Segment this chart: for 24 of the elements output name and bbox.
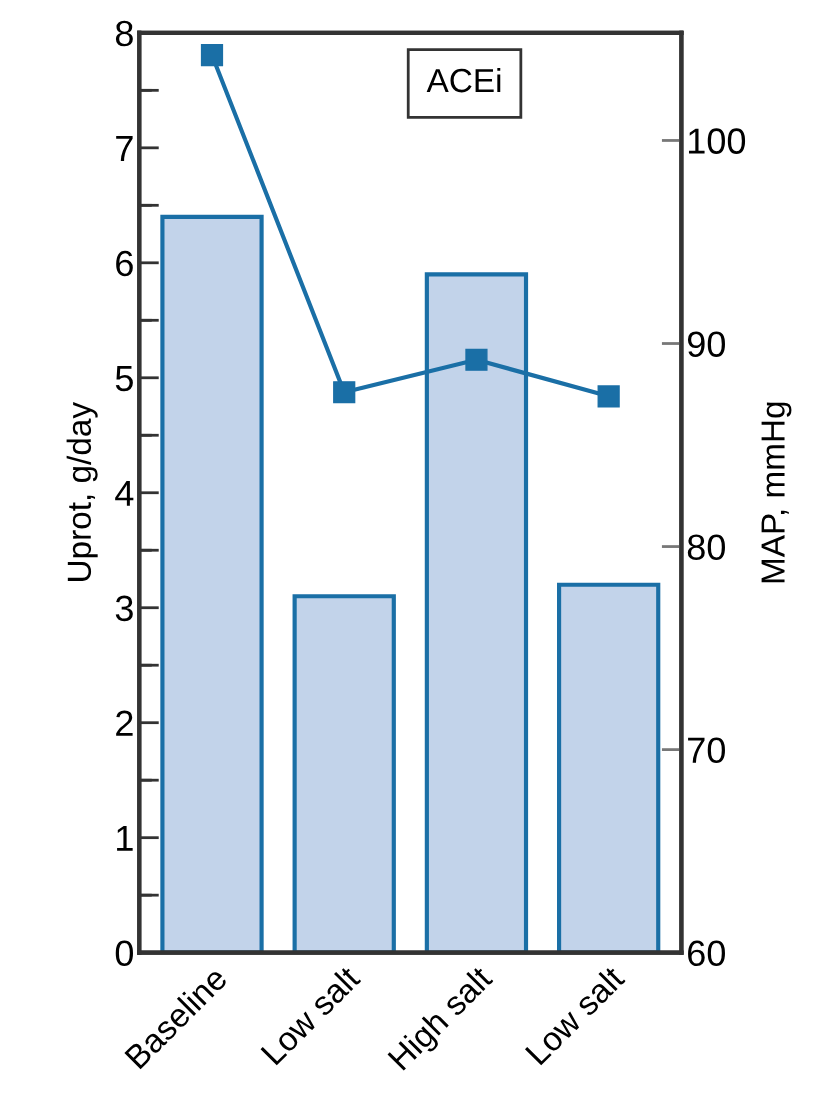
y-tick-label: 4 [115, 480, 134, 506]
y-tick-label: 8 [115, 20, 133, 47]
y2-tick-label: 80 [687, 534, 725, 560]
y2-tick-label: 90 [687, 331, 725, 357]
y2-tick-label: 100 [688, 128, 746, 154]
y-tick-label: 7 [116, 136, 133, 161]
point [333, 381, 356, 404]
point [465, 348, 488, 371]
y-tick-label: 3 [115, 595, 133, 622]
y-tick-label: 1 [117, 825, 133, 851]
y-tick-label: 2 [116, 710, 133, 736]
y-tick-label: 6 [116, 250, 133, 277]
y-tick-label: 0 [115, 940, 134, 967]
x-tick-label: Low salt [524, 963, 626, 1066]
annotation: ACEi [426, 67, 501, 93]
y-axis-title: Uprot, g/day [66, 402, 98, 581]
y2-axis-title: MAP, mmHg [761, 402, 792, 583]
point [200, 44, 224, 67]
point [597, 385, 620, 408]
y-tick-label: 5 [115, 366, 133, 392]
x-tick-label: High salt [386, 963, 499, 1076]
y2-tick-label: 70 [688, 737, 725, 764]
y2-tick-label: 60 [688, 940, 725, 967]
x-tick-label: Low salt [259, 963, 362, 1066]
